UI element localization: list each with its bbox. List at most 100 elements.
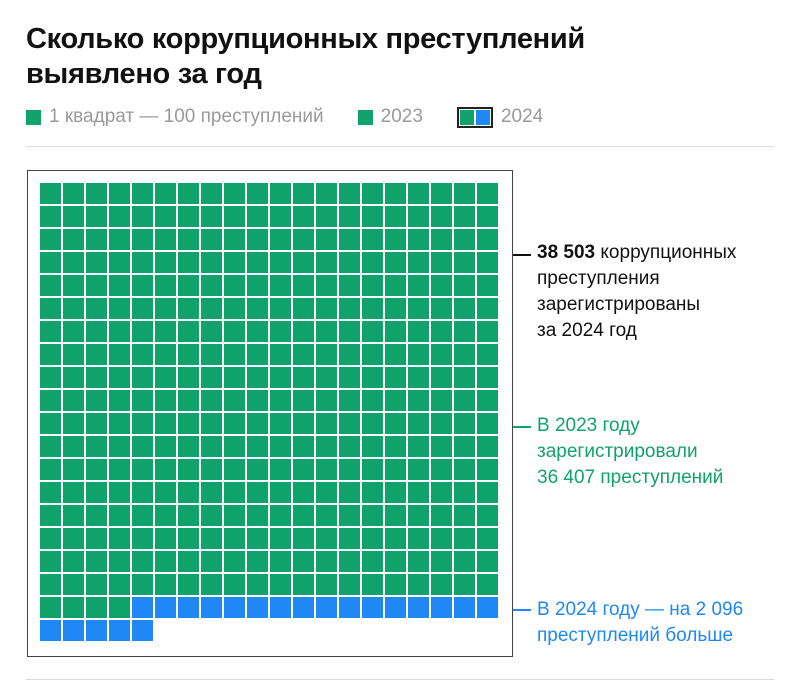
annotation-2023: В 2023 году зарегистрировали 36 407 прес… xyxy=(537,413,723,491)
waffle-square-2023 xyxy=(293,321,314,342)
waffle-square-2023 xyxy=(270,321,291,342)
waffle-square-2023 xyxy=(477,413,498,434)
waffle-square-2023 xyxy=(293,367,314,388)
waffle-square-2023 xyxy=(477,459,498,480)
waffle-square-2023 xyxy=(63,459,84,480)
waffle-square-2023 xyxy=(385,482,406,503)
waffle-square-2023 xyxy=(385,298,406,319)
waffle-square-2023 xyxy=(40,505,61,526)
waffle-square-2023 xyxy=(408,528,429,549)
waffle-square-2023 xyxy=(86,551,107,572)
waffle-square-2023 xyxy=(385,252,406,273)
waffle-square-2023 xyxy=(385,505,406,526)
waffle-square-2023 xyxy=(155,390,176,411)
divider-bottom xyxy=(26,679,774,680)
waffle-square-2024 xyxy=(454,597,475,618)
waffle-square-2023 xyxy=(270,390,291,411)
waffle-square-2023 xyxy=(247,413,268,434)
waffle-square-2023 xyxy=(270,206,291,227)
waffle-square-2023 xyxy=(224,367,245,388)
waffle-square-2023 xyxy=(293,344,314,365)
waffle-square-2023 xyxy=(40,367,61,388)
waffle-square-2023 xyxy=(431,229,452,250)
waffle-square-2023 xyxy=(63,252,84,273)
waffle-square-2023 xyxy=(454,436,475,457)
waffle-square-2023 xyxy=(316,344,337,365)
waffle-square-2023 xyxy=(40,436,61,457)
waffle-square-2023 xyxy=(408,206,429,227)
waffle-square-2024 xyxy=(270,597,291,618)
waffle-square-2023 xyxy=(316,551,337,572)
waffle-square-2024 xyxy=(385,597,406,618)
waffle-square-2023 xyxy=(477,298,498,319)
waffle-square-2023 xyxy=(201,252,222,273)
legend-swatch xyxy=(26,109,41,125)
waffle-square-2023 xyxy=(86,390,107,411)
waffle-square-2023 xyxy=(155,275,176,296)
waffle-square-2023 xyxy=(316,229,337,250)
waffle-square-2023 xyxy=(247,574,268,595)
waffle-square-2023 xyxy=(339,206,360,227)
waffle-square-2023 xyxy=(454,344,475,365)
total-line: за 2024 год xyxy=(537,320,637,341)
waffle-square-2023 xyxy=(247,528,268,549)
waffle-square-2023 xyxy=(247,505,268,526)
waffle-square-2023 xyxy=(132,183,153,204)
waffle-square-2023 xyxy=(86,298,107,319)
waffle-square-2023 xyxy=(40,275,61,296)
waffle-square-2023 xyxy=(293,298,314,319)
waffle-square-2023 xyxy=(431,413,452,434)
waffle-square-2023 xyxy=(63,505,84,526)
legend-2024: 2024 xyxy=(456,106,543,128)
waffle-square-2023 xyxy=(293,505,314,526)
waffle-square-2024 xyxy=(155,597,176,618)
waffle-square-2023 xyxy=(132,482,153,503)
waffle-square-2024 xyxy=(132,620,153,641)
waffle-square-2023 xyxy=(293,459,314,480)
waffle-square-2023 xyxy=(385,229,406,250)
waffle-square-2023 xyxy=(385,528,406,549)
waffle-square-2023 xyxy=(339,367,360,388)
waffle-square-2023 xyxy=(431,551,452,572)
legend-2023-label: 2023 xyxy=(380,106,423,127)
waffle-square-2023 xyxy=(178,367,199,388)
waffle-square-2023 xyxy=(408,574,429,595)
waffle-square-2023 xyxy=(362,367,383,388)
waffle-square-2023 xyxy=(477,206,498,227)
waffle-square-2023 xyxy=(362,482,383,503)
waffle-square-2023 xyxy=(63,528,84,549)
waffle-square-2023 xyxy=(293,275,314,296)
waffle-square-2023 xyxy=(362,436,383,457)
waffle-square-2023 xyxy=(224,459,245,480)
waffle-square-2023 xyxy=(316,528,337,549)
legend: 1 квадрат — 100 преступлений 2023 2024 xyxy=(26,106,577,128)
waffle-square-2023 xyxy=(86,321,107,342)
waffle-square-2023 xyxy=(201,367,222,388)
waffle-square-2023 xyxy=(63,390,84,411)
waffle-square-2023 xyxy=(40,390,61,411)
waffle-square-2023 xyxy=(132,298,153,319)
waffle-square-2023 xyxy=(270,551,291,572)
legend-swatch-2024 xyxy=(456,106,493,128)
waffle-square-2023 xyxy=(431,367,452,388)
waffle-square-2023 xyxy=(201,482,222,503)
waffle-square-2023 xyxy=(316,390,337,411)
waffle-square-2023 xyxy=(247,482,268,503)
waffle-square-2023 xyxy=(477,229,498,250)
waffle-square-2023 xyxy=(454,528,475,549)
waffle-square-2023 xyxy=(247,252,268,273)
waffle-square-2023 xyxy=(109,597,130,618)
waffle-square-2023 xyxy=(178,459,199,480)
waffle-square-2023 xyxy=(385,551,406,572)
waffle-square-2023 xyxy=(109,229,130,250)
waffle-square-2023 xyxy=(316,459,337,480)
waffle-square-2023 xyxy=(40,298,61,319)
waffle-square-2023 xyxy=(109,206,130,227)
waffle-square-2023 xyxy=(63,367,84,388)
waffle-square-2023 xyxy=(178,413,199,434)
waffle-square-2023 xyxy=(132,344,153,365)
waffle-square-2023 xyxy=(247,551,268,572)
waffle-square-2023 xyxy=(431,482,452,503)
waffle-square-2023 xyxy=(316,206,337,227)
waffle-square-2023 xyxy=(431,344,452,365)
